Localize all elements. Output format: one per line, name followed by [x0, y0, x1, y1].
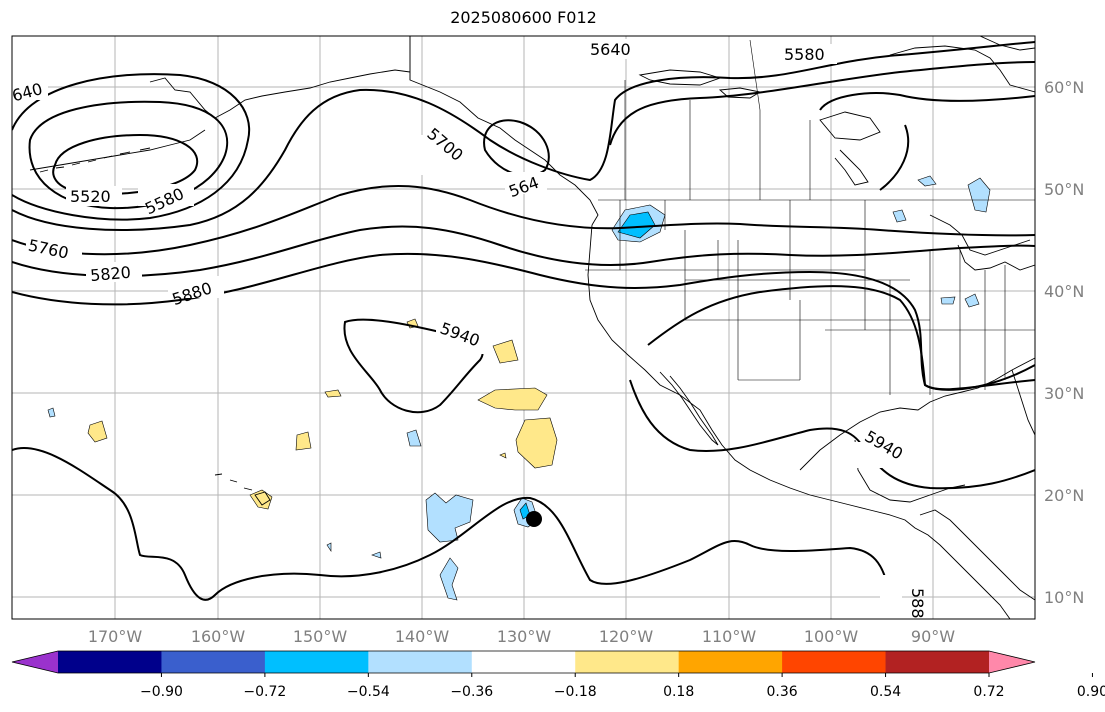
height-contours: [12, 41, 1035, 619]
lat-label-50: 50°N: [1044, 180, 1084, 199]
colorbar-segment: [161, 651, 266, 673]
lon-label-160: 160°W: [191, 627, 246, 646]
contour-label-5880-b: 5880: [908, 588, 927, 629]
colorbar-segment: [264, 651, 369, 673]
lat-label-60: 60°N: [1044, 78, 1084, 97]
colorbar-segment: [471, 651, 576, 673]
storm-center-marker: [526, 511, 542, 527]
anomaly-shading: [47, 175, 991, 601]
latitude-labels: 60°N 50°N 40°N 30°N 20°N 10°N: [1044, 78, 1084, 607]
colorbar-segment: [782, 651, 887, 673]
graticule: [12, 36, 1035, 619]
lat-label-10: 10°N: [1044, 588, 1084, 607]
colorbar-tick-label: 0.54: [870, 684, 901, 700]
contour-label-5640-top: 5640: [590, 40, 631, 59]
colorbar-tick-label: 0.36: [767, 684, 798, 700]
colorbar-tick-label: −0.90: [140, 684, 183, 700]
contour-label-5820: 5820: [89, 263, 131, 285]
colorbar-segment: [678, 651, 783, 673]
contour-labels: 5640 5580 640 5520 5580 5700 564 5760 58…: [12, 39, 927, 629]
colorbar-outline: [11, 650, 1036, 674]
colorbar-segment: [885, 651, 990, 673]
lon-label-150: 150°W: [293, 627, 348, 646]
colorbar-tick-label: 0.18: [663, 684, 694, 700]
lon-label-100: 100°W: [804, 627, 859, 646]
lon-label-170: 170°W: [88, 627, 143, 646]
colorbar-segment: [575, 651, 680, 673]
colorbar-extend-max: [989, 651, 1035, 673]
lon-label-130: 130°W: [497, 627, 552, 646]
colorbar-tick-label: −0.18: [554, 684, 597, 700]
map-frame: [11, 35, 1036, 620]
longitude-labels: 170°W 160°W 150°W 140°W 130°W 120°W 110°…: [88, 627, 955, 646]
lon-label-90: 90°W: [911, 627, 955, 646]
colorbar-segment: [368, 651, 473, 673]
colorbar-tick-label: 0.72: [973, 684, 1004, 700]
colorbar-tick-label: −0.36: [450, 684, 493, 700]
lon-label-110: 110°W: [702, 627, 757, 646]
colorbar-tick-label: 0.90: [1077, 684, 1105, 700]
colorbar-tick-label: −0.54: [347, 684, 390, 700]
colorbar-extend-min: [12, 651, 58, 673]
colorbar-tick-label: −0.72: [243, 684, 286, 700]
lat-label-20: 20°N: [1044, 486, 1084, 505]
lat-label-40: 40°N: [1044, 282, 1084, 301]
contour-label-5580-top: 5580: [784, 45, 825, 64]
lat-label-30: 30°N: [1044, 384, 1084, 403]
lon-label-120: 120°W: [599, 627, 654, 646]
coastlines: [29, 36, 1035, 619]
lon-label-140: 140°W: [395, 627, 450, 646]
colorbar: −0.90 −0.72 −0.54 −0.36 −0.18 0.18 0.36 0.54 0.7…: [11, 650, 1105, 700]
map-title: 2025080600 F012: [450, 8, 597, 27]
contour-label-5520: 5520: [70, 187, 111, 206]
political-borders: [409, 36, 1035, 395]
colorbar-segment: [58, 651, 162, 673]
